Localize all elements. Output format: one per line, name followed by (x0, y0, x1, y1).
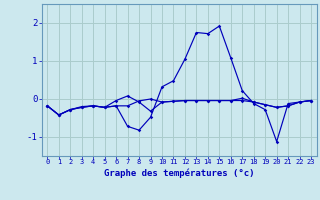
X-axis label: Graphe des températures (°c): Graphe des températures (°c) (104, 168, 254, 178)
